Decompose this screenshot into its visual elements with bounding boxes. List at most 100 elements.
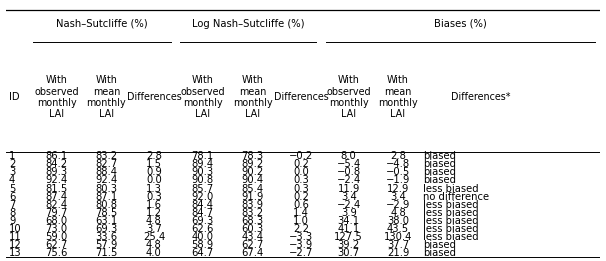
Text: Differences*: Differences* [451,92,511,102]
Text: 75.6: 75.6 [45,248,68,258]
Text: 1: 1 [9,151,15,161]
Text: 0.3: 0.3 [293,183,309,194]
Text: 130.4: 130.4 [384,232,412,242]
Text: 1.5: 1.5 [146,159,162,169]
Text: 3: 3 [9,167,15,177]
Text: 79.7: 79.7 [45,208,68,218]
Text: 88.4: 88.4 [95,167,118,177]
Text: 83.9: 83.9 [241,200,264,210]
Text: 30.7: 30.7 [338,248,360,258]
Text: 1.6: 1.6 [146,200,162,210]
Text: 4.0: 4.0 [146,248,162,258]
Text: 37.7: 37.7 [387,240,409,250]
Text: −0.8: −0.8 [337,167,361,177]
Text: With
observed
monthly
LAI: With observed monthly LAI [181,75,225,119]
Text: 62.7: 62.7 [45,240,68,250]
Text: 4.8: 4.8 [146,216,162,226]
Text: 92.0: 92.0 [191,192,214,201]
Text: −0.5: −0.5 [386,167,410,177]
Text: 43.4: 43.4 [242,232,264,242]
Text: less biased: less biased [423,200,479,210]
Text: 69.3: 69.3 [95,224,118,234]
Text: 87.4: 87.4 [45,192,68,201]
Text: biased: biased [423,248,456,258]
Text: 89.4: 89.4 [191,159,214,169]
Text: 90.8: 90.8 [191,175,214,186]
Text: 2.8: 2.8 [390,151,406,161]
Text: 0.9: 0.9 [146,167,162,177]
Text: less biased: less biased [423,216,479,226]
Text: 21.9: 21.9 [387,248,409,258]
Text: biased: biased [423,175,456,186]
Text: 68.0: 68.0 [45,216,68,226]
Text: 80.3: 80.3 [95,183,118,194]
Text: 0.0: 0.0 [146,175,162,186]
Text: 11.9: 11.9 [338,183,360,194]
Text: 1.0: 1.0 [293,216,309,226]
Text: Nash–Sutcliffe (%): Nash–Sutcliffe (%) [56,19,148,29]
Text: 2.8: 2.8 [146,151,162,161]
Text: 83.2: 83.2 [95,151,118,161]
Text: 82.4: 82.4 [45,200,68,210]
Text: 2.2: 2.2 [293,224,309,234]
Text: 12.9: 12.9 [387,183,409,194]
Text: 6: 6 [9,192,15,201]
Text: 81.5: 81.5 [45,183,68,194]
Text: 83.2: 83.2 [241,208,264,218]
Text: 84.4: 84.4 [191,200,214,210]
Text: 0.3: 0.3 [293,175,309,186]
Text: 4.8: 4.8 [146,240,162,250]
Text: 84.2: 84.2 [45,159,68,169]
Text: 78.5: 78.5 [95,208,118,218]
Text: 64.7: 64.7 [191,248,214,258]
Text: 86.1: 86.1 [45,151,68,161]
Text: Differences: Differences [127,92,181,102]
Text: 68.3: 68.3 [241,216,264,226]
Text: 67.4: 67.4 [241,248,264,258]
Text: biased: biased [423,151,456,161]
Text: −3.3: −3.3 [289,232,313,242]
Text: 25.4: 25.4 [143,232,165,242]
Text: 62.6: 62.6 [191,224,214,234]
Text: 89.2: 89.2 [241,159,264,169]
Text: 85.7: 85.7 [191,183,214,194]
Text: 60.3: 60.3 [241,224,264,234]
Text: biased: biased [423,167,456,177]
Text: −4.8: −4.8 [386,159,410,169]
Text: 82.7: 82.7 [95,159,118,169]
Text: −2.9: −2.9 [386,200,410,210]
Text: 7: 7 [9,200,15,210]
Text: 87.1: 87.1 [95,192,118,201]
Text: less biased: less biased [423,208,479,218]
Text: 34.1: 34.1 [338,216,360,226]
Text: 90.3: 90.3 [191,167,214,177]
Text: less biased: less biased [423,232,479,242]
Text: 90.2: 90.2 [241,167,264,177]
Text: −2.4: −2.4 [336,200,361,210]
Text: With
mean
monthly
LAI: With mean monthly LAI [378,75,418,119]
Text: 5: 5 [9,183,15,194]
Text: 40.0: 40.0 [191,232,214,242]
Text: ID: ID [9,92,19,102]
Text: 1.2: 1.2 [146,208,162,218]
Text: 58.9: 58.9 [191,240,214,250]
Text: less biased: less biased [423,224,479,234]
Text: 69.3: 69.3 [191,216,214,226]
Text: 41.1: 41.1 [338,224,360,234]
Text: 39.2: 39.2 [338,240,360,250]
Text: −5.4: −5.4 [336,159,361,169]
Text: −2.7: −2.7 [289,248,313,258]
Text: −0.2: −0.2 [289,151,313,161]
Text: 2: 2 [9,159,15,169]
Text: 0.2: 0.2 [293,159,309,169]
Text: 89.3: 89.3 [45,167,68,177]
Text: With
mean
monthly
LAI: With mean monthly LAI [233,75,272,119]
Text: Biases (%): Biases (%) [434,19,487,29]
Text: 1.4: 1.4 [293,208,309,218]
Text: 91.9: 91.9 [241,192,264,201]
Text: With
observed
monthly
LAI: With observed monthly LAI [327,75,371,119]
Text: 9: 9 [9,216,15,226]
Text: 0.0: 0.0 [293,167,309,177]
Text: −1.9: −1.9 [386,175,410,186]
Text: 78.1: 78.1 [191,151,214,161]
